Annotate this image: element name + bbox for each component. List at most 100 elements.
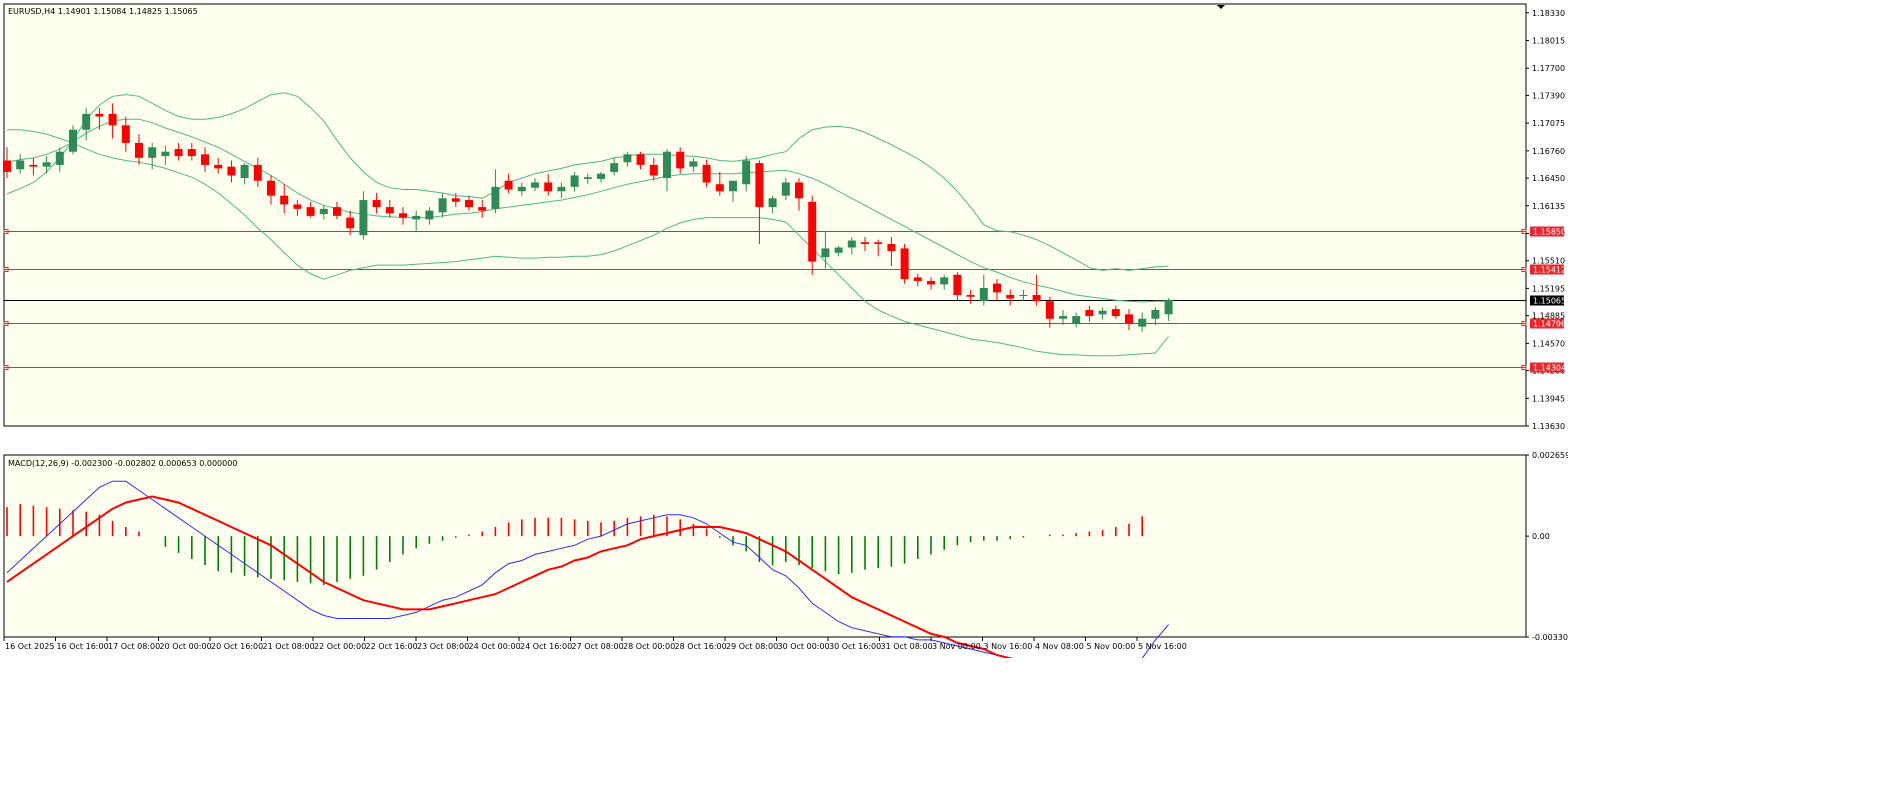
candle [979, 274, 988, 306]
time-tick-label: 16 Oct 16:00 [57, 642, 109, 651]
horizontal-line-handle-right[interactable] [1521, 267, 1527, 272]
horizontal-line-handle-left[interactable] [3, 267, 9, 272]
time-tick-label: 20 Oct 00:00 [160, 642, 212, 651]
time-tick-label: 21 Oct 08:00 [263, 642, 315, 651]
candle-body [861, 242, 869, 245]
candle-body [1085, 309, 1094, 317]
price-tick-label: 1.17390 [1532, 91, 1565, 100]
candle-body [742, 160, 751, 185]
candle [3, 147, 11, 179]
candle [1085, 305, 1094, 322]
candle-body [821, 248, 830, 258]
candle [940, 274, 949, 290]
horizontal-line-handle-right[interactable] [1521, 321, 1527, 326]
price-tick-label: 1.18015 [1532, 36, 1565, 45]
price-tick-label: 1.17700 [1532, 64, 1565, 73]
macd-panel[interactable] [3, 454, 1527, 638]
candle-body [702, 164, 711, 183]
candle-body [874, 242, 883, 245]
candle [900, 244, 909, 284]
macd-title: MACD(12,26,9) -0.002300 -0.002802 0.0006… [8, 459, 237, 468]
candle-body [451, 198, 460, 202]
candle [399, 207, 407, 225]
price-panel[interactable] [3, 3, 1527, 427]
price-tick-label: 1.15510 [1532, 257, 1565, 266]
horizontal-line-price-label: 1.14796 [1533, 320, 1566, 329]
time-tick-label: 17 Oct 08:00 [108, 642, 160, 651]
candle [174, 142, 183, 161]
candle [557, 182, 566, 199]
candle-body [1164, 299, 1173, 315]
horizontal-line-price-label: 1.15412 [1533, 266, 1566, 275]
chart-shift-marker-icon[interactable] [1217, 5, 1225, 9]
candle-body [689, 161, 698, 167]
horizontal-line-handle-right[interactable] [1521, 365, 1527, 370]
candle [1138, 312, 1147, 332]
candle-body [385, 207, 394, 214]
candle [570, 171, 579, 192]
candle-body [781, 182, 790, 196]
candle [280, 184, 289, 214]
time-axis[interactable]: 16 Oct 2025 16 Oct 16:00 17 Oct 08:00 20 Oc… [3, 637, 1187, 651]
candle-body [544, 182, 553, 192]
candle [55, 147, 64, 172]
candle [491, 169, 500, 214]
horizontal-line-handle-left[interactable] [3, 229, 9, 234]
candle-body [517, 186, 526, 192]
candle [319, 205, 328, 220]
time-tick-label: 28 Oct 16:00 [675, 642, 727, 651]
candle-body [570, 175, 579, 187]
candle-body [240, 164, 249, 179]
time-tick-label: 22 Oct 16:00 [366, 642, 418, 651]
price-tick-label: 1.16135 [1532, 202, 1565, 211]
candle [451, 193, 460, 208]
candle-body [3, 160, 11, 172]
candle-body [504, 180, 513, 190]
chart-canvas[interactable]: 1.18330 1.18015 1.17700 1.17390 1.17075 1.167… [0, 0, 1568, 658]
candle [1164, 298, 1173, 321]
horizontal-line-handle-left[interactable] [3, 365, 9, 370]
candle-body [649, 164, 658, 176]
macd-signal-line [6, 495, 1014, 658]
macd-axis[interactable]: 0.002659 0.00 -0.003306 [1526, 451, 1568, 642]
candle [913, 273, 922, 287]
mt4-chart-window[interactable]: 1.18330 1.18015 1.17700 1.17390 1.17075 1.167… [0, 0, 1568, 658]
horizontal-line-handle-left[interactable] [3, 321, 9, 326]
candle [808, 195, 817, 275]
macd-lines-layer [6, 480, 1169, 658]
candle [372, 193, 381, 214]
candle [597, 171, 605, 183]
candle-body [953, 274, 962, 296]
candle [702, 159, 711, 187]
candle-body [715, 184, 724, 192]
time-tick-label: 28 Oct 00:00 [623, 642, 675, 651]
price-tick-label: 1.16760 [1532, 147, 1565, 156]
horizontal-line-handle-right[interactable] [1521, 229, 1527, 234]
candle [201, 147, 209, 172]
candle-body [940, 277, 949, 285]
candle-body [979, 287, 988, 302]
candle [834, 245, 843, 257]
horizontal-line-price-box [1530, 226, 1564, 237]
candle [887, 236, 896, 266]
candle-body [55, 151, 64, 165]
candle-body [201, 154, 209, 165]
candle [966, 289, 975, 304]
candle [227, 160, 236, 183]
candle-body [583, 177, 592, 179]
candle-body [557, 186, 566, 192]
time-tick-label: 30 Oct 00:00 [778, 642, 830, 651]
bollinger-bands-layer [6, 92, 1169, 357]
candle [583, 173, 592, 185]
horizontal-line-price-label: 1.15850 [1533, 228, 1566, 237]
candle-body [161, 151, 170, 157]
candle-body [306, 207, 315, 216]
candle [531, 178, 539, 192]
candle-body [280, 195, 289, 205]
main-title: EURUSD,H4 1.14901 1.15084 1.14825 1.1506… [8, 7, 198, 16]
candle-body [187, 149, 196, 157]
horizontal-line-price-label: 1.14304 [1533, 364, 1566, 373]
candle-body [531, 182, 539, 188]
candle [1072, 312, 1081, 328]
candle-body [42, 162, 51, 167]
